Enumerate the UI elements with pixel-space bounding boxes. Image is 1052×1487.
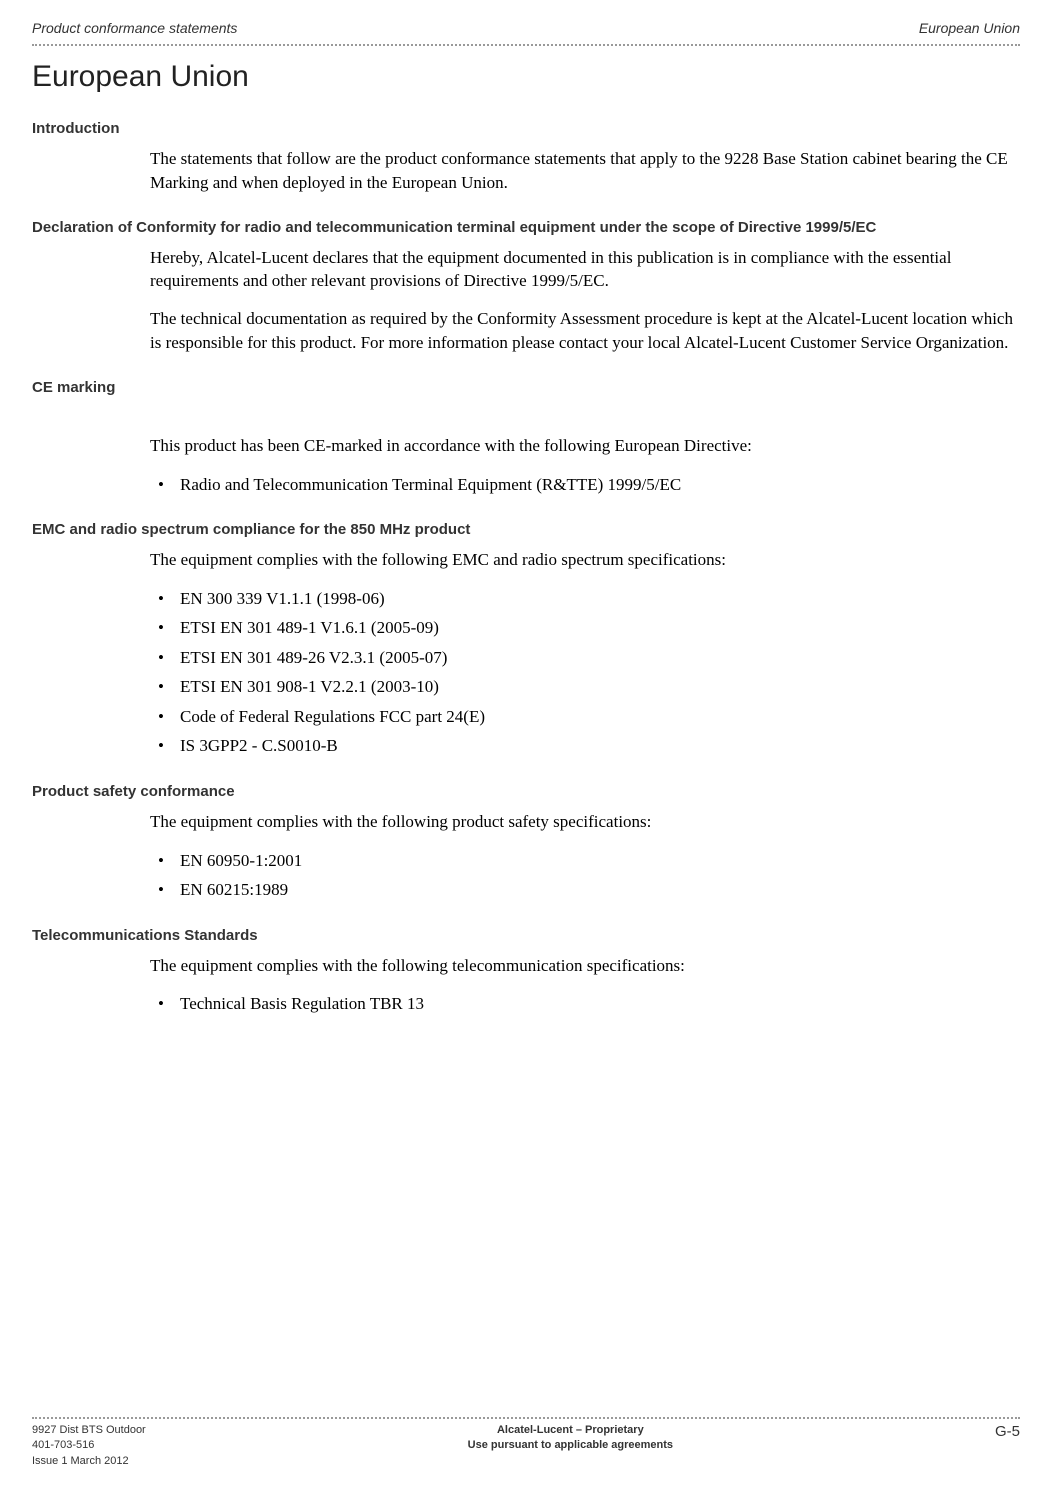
paragraph: The technical documentation as required … xyxy=(150,307,1020,355)
footer-left: 9927 Dist BTS Outdoor 401-703-516 Issue … xyxy=(32,1423,146,1469)
paragraph: Hereby, Alcatel-Lucent declares that the… xyxy=(150,246,1020,294)
section-emc: EMC and radio spectrum compliance for th… xyxy=(32,521,1020,759)
bullet-list: EN 60950-1:2001 EN 60215:1989 xyxy=(150,848,1020,903)
running-header: Product conformance statements European … xyxy=(32,20,1020,36)
spacer xyxy=(32,406,1020,434)
footer-usage: Use pursuant to applicable agreements xyxy=(468,1438,673,1453)
list-item: ETSI EN 301 908-1 V2.2.1 (2003-10) xyxy=(150,674,1020,700)
header-divider xyxy=(32,44,1020,46)
section-declaration: Declaration of Conformity for radio and … xyxy=(32,219,1020,355)
section-introduction: Introduction The statements that follow … xyxy=(32,120,1020,195)
list-item: EN 60950-1:2001 xyxy=(150,848,1020,874)
paragraph: The equipment complies with the followin… xyxy=(150,810,1020,834)
paragraph: The equipment complies with the followin… xyxy=(150,548,1020,572)
footer-row: 9927 Dist BTS Outdoor 401-703-516 Issue … xyxy=(32,1423,1020,1469)
paragraph: The equipment complies with the followin… xyxy=(150,954,1020,978)
footer-issue: Issue 1 March 2012 xyxy=(32,1454,146,1469)
list-item: ETSI EN 301 489-26 V2.3.1 (2005-07) xyxy=(150,645,1020,671)
list-item: ETSI EN 301 489-1 V1.6.1 (2005-09) xyxy=(150,615,1020,641)
list-item: Technical Basis Regulation TBR 13 xyxy=(150,991,1020,1017)
bullet-list: Radio and Telecommunication Terminal Equ… xyxy=(150,472,1020,498)
header-left: Product conformance statements xyxy=(32,20,237,36)
heading-safety: Product safety conformance xyxy=(32,783,1020,800)
list-item: Radio and Telecommunication Terminal Equ… xyxy=(150,472,1020,498)
paragraph: This product has been CE-marked in accor… xyxy=(150,434,1020,458)
bullet-list: EN 300 339 V1.1.1 (1998-06) ETSI EN 301 … xyxy=(150,586,1020,759)
list-item: EN 300 339 V1.1.1 (1998-06) xyxy=(150,586,1020,612)
list-item: IS 3GPP2 - C.S0010-B xyxy=(150,733,1020,759)
list-item: EN 60215:1989 xyxy=(150,877,1020,903)
section-telecom: Telecommunications Standards The equipme… xyxy=(32,927,1020,1017)
heading-introduction: Introduction xyxy=(32,120,1020,137)
paragraph: The statements that follow are the produ… xyxy=(150,147,1020,195)
section-ce-marking: CE marking This product has been CE-mark… xyxy=(32,379,1020,497)
header-right: European Union xyxy=(919,20,1020,36)
footer-divider xyxy=(32,1417,1020,1419)
section-safety: Product safety conformance The equipment… xyxy=(32,783,1020,903)
footer-page-number: G-5 xyxy=(995,1423,1020,1440)
page-footer: 9927 Dist BTS Outdoor 401-703-516 Issue … xyxy=(32,1417,1020,1469)
heading-declaration: Declaration of Conformity for radio and … xyxy=(32,219,1020,236)
footer-center: Alcatel-Lucent – Proprietary Use pursuan… xyxy=(468,1423,673,1454)
heading-emc: EMC and radio spectrum compliance for th… xyxy=(32,521,1020,538)
heading-ce-marking: CE marking xyxy=(32,379,1020,396)
list-item: Code of Federal Regulations FCC part 24(… xyxy=(150,704,1020,730)
bullet-list: Technical Basis Regulation TBR 13 xyxy=(150,991,1020,1017)
page-title: European Union xyxy=(32,60,1020,94)
footer-proprietary: Alcatel-Lucent – Proprietary xyxy=(468,1423,673,1438)
footer-doc-title: 9927 Dist BTS Outdoor xyxy=(32,1423,146,1438)
footer-doc-number: 401-703-516 xyxy=(32,1438,146,1453)
heading-telecom: Telecommunications Standards xyxy=(32,927,1020,944)
